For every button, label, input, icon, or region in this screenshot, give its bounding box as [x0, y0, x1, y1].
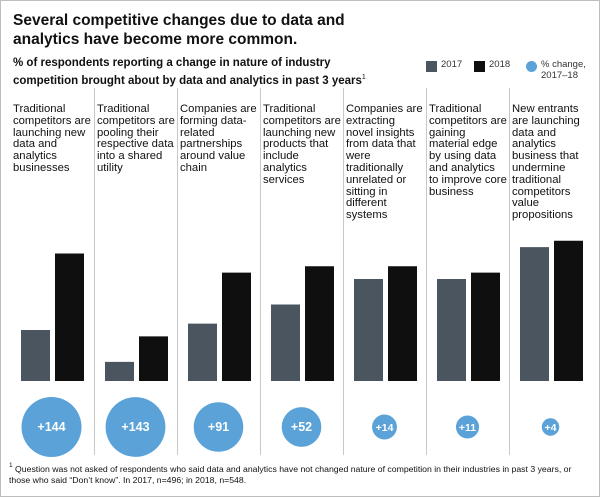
- footnote-marker: 1: [9, 462, 13, 469]
- legend-label-change: % change, 2017–18: [541, 59, 586, 81]
- legend-bubble-icon: [526, 61, 537, 72]
- change-label: +14: [376, 422, 394, 434]
- category-label: Traditional competitors are gaining mate…: [429, 103, 507, 198]
- bar-2018: [554, 240, 583, 381]
- subtitle-footnote-marker: 1: [361, 73, 366, 81]
- change-bubble: [21, 397, 82, 457]
- legend-swatch-2018: [474, 61, 485, 72]
- change-label: +144: [37, 420, 65, 434]
- chart-svg: +144 +143 +91 +52 +14 +11 +4: [21, 240, 583, 457]
- bar-2017: [520, 247, 549, 381]
- change-bubble: [281, 407, 322, 447]
- legend-label-2018: 2018: [489, 59, 511, 70]
- bar-2018: [139, 336, 168, 381]
- change-bubble: [105, 397, 166, 457]
- bar-2017: [21, 330, 50, 381]
- change-label: +52: [291, 420, 312, 434]
- change-bubble: [372, 414, 397, 440]
- bar-2017: [354, 279, 383, 381]
- change-label: +4: [545, 422, 557, 434]
- bar-2017: [271, 304, 300, 381]
- chart-title: Several competitive changes due to data …: [13, 12, 345, 48]
- change-label: +11: [459, 422, 476, 434]
- category-label: Companies are forming data-related partn…: [180, 103, 257, 174]
- change-bubble: [455, 415, 480, 439]
- category-label: Companies are extracting novel insights …: [346, 103, 423, 222]
- bar-2018: [55, 253, 84, 381]
- change-bubble: [541, 418, 560, 436]
- category-label: Traditional competitors are pooling thei…: [97, 103, 175, 174]
- footnote: 1 Question was not asked of respondents …: [9, 461, 594, 486]
- column-divider: [260, 88, 261, 455]
- category-label: Traditional competitors are launching ne…: [263, 103, 341, 186]
- column-divider: [343, 88, 344, 455]
- column-divider: [426, 88, 427, 455]
- change-label: +91: [208, 420, 229, 434]
- bar-2018: [222, 272, 251, 381]
- legend-item-2017: 2017: [426, 59, 463, 72]
- legend-label-2017: 2017: [441, 59, 463, 70]
- legend-item-change: % change, 2017–18: [526, 59, 586, 81]
- category-label: New entrants are launching data and anal…: [512, 103, 580, 222]
- bar-2017: [188, 323, 217, 381]
- bar-2018: [305, 266, 334, 381]
- change-label: +143: [121, 420, 149, 434]
- footnote-text: Question was not asked of respondents wh…: [9, 463, 572, 485]
- category-label: Traditional competitors are launching ne…: [13, 103, 91, 174]
- legend-item-2018: 2018: [474, 59, 511, 72]
- column-divider: [509, 88, 510, 455]
- bar-2017: [437, 279, 466, 381]
- column-divider: [177, 88, 178, 455]
- bar-2018: [471, 272, 500, 381]
- legend-swatch-2017: [426, 61, 437, 72]
- column-divider: [94, 88, 95, 455]
- bar-2018: [388, 266, 417, 381]
- subtitle-text: % of respondents reporting a change in n…: [13, 57, 362, 87]
- change-bubble: [193, 402, 244, 452]
- bar-2017: [105, 361, 134, 381]
- chart-subtitle: % of respondents reporting a change in n…: [13, 57, 393, 88]
